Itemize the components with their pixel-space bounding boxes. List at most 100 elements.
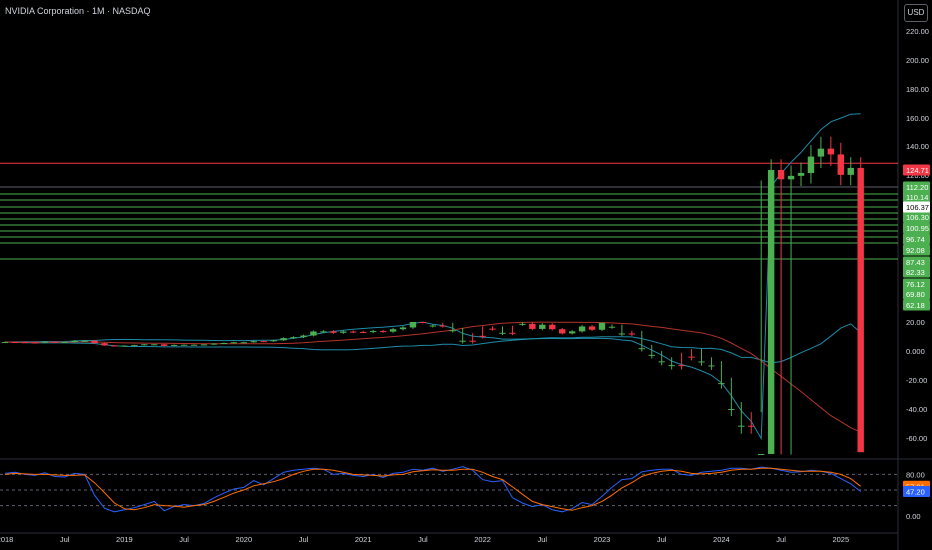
candle bbox=[190, 344, 198, 346]
resistance-label-bg bbox=[903, 164, 930, 176]
candle bbox=[151, 344, 158, 346]
candle bbox=[409, 322, 417, 328]
time-axis-label: Jul bbox=[776, 535, 786, 544]
candle bbox=[290, 337, 297, 339]
oscillator-tick-label: 80.00 bbox=[906, 470, 925, 479]
overlap-label-bg bbox=[903, 191, 930, 203]
candle bbox=[767, 169, 775, 454]
candle bbox=[270, 340, 277, 342]
time-axis-label: 2020 bbox=[235, 535, 252, 544]
support-label: 112.20 bbox=[906, 183, 928, 192]
support-label: 100.95 bbox=[906, 224, 929, 233]
time-axis-label: Jul bbox=[60, 535, 70, 544]
candle bbox=[827, 148, 835, 155]
support-label-bg bbox=[903, 244, 930, 256]
support-label-bg bbox=[903, 278, 930, 290]
candle bbox=[529, 323, 536, 329]
candle bbox=[350, 331, 357, 333]
candle bbox=[51, 341, 58, 343]
bollinger-upper bbox=[4, 113, 861, 441]
candle bbox=[111, 345, 118, 347]
candle bbox=[728, 409, 735, 411]
time-axis-label: Jul bbox=[299, 535, 309, 544]
candle bbox=[608, 326, 616, 328]
currency-button[interactable]: USD bbox=[904, 4, 928, 22]
support-label-bg bbox=[903, 256, 930, 268]
time-axis-label: 2021 bbox=[355, 535, 372, 544]
candle bbox=[718, 383, 725, 385]
candle bbox=[210, 343, 218, 345]
candle bbox=[658, 361, 665, 363]
candle bbox=[141, 344, 148, 346]
candle bbox=[708, 365, 715, 367]
candle bbox=[748, 425, 755, 427]
candle bbox=[648, 354, 655, 356]
candle bbox=[847, 167, 854, 175]
support-label-bg bbox=[903, 233, 930, 245]
price-tick-label: 140.00 bbox=[906, 142, 929, 151]
time-axis-label: 2023 bbox=[594, 535, 611, 544]
stoch-k-value-bg bbox=[903, 485, 930, 497]
candle bbox=[360, 331, 367, 333]
candle bbox=[837, 154, 844, 175]
resistance-label: 124.71 bbox=[906, 166, 929, 175]
candle bbox=[300, 335, 307, 338]
candle bbox=[489, 328, 496, 330]
candle bbox=[758, 453, 765, 455]
bollinger-lower bbox=[4, 323, 862, 364]
candle bbox=[738, 425, 745, 427]
candle bbox=[559, 329, 566, 334]
candle bbox=[220, 343, 228, 345]
oscillator-tick-label: 0.00 bbox=[906, 512, 921, 521]
candle bbox=[71, 340, 78, 343]
price-tick-label: -60.00 bbox=[906, 434, 927, 443]
price-tick-label: -40.00 bbox=[906, 405, 927, 414]
support-label-bg bbox=[903, 288, 930, 300]
current-price-label-bg bbox=[903, 201, 930, 213]
candle bbox=[807, 156, 815, 173]
price-tick-label: 220.00 bbox=[906, 27, 929, 36]
support-label-bg bbox=[903, 299, 930, 311]
candle bbox=[389, 329, 397, 332]
price-tick-label: 0.000 bbox=[906, 347, 925, 356]
overlap-label: 110.14 bbox=[906, 193, 928, 202]
current-price-label: 106.37 bbox=[906, 203, 929, 212]
candle bbox=[698, 361, 705, 363]
candle bbox=[668, 365, 675, 367]
candle bbox=[429, 325, 437, 327]
candle bbox=[240, 342, 247, 344]
candle bbox=[549, 324, 556, 330]
stoch-k-line bbox=[4, 466, 862, 513]
time-axis-label: 2019 bbox=[116, 535, 133, 544]
candle bbox=[578, 326, 586, 332]
support-label-bg bbox=[903, 181, 930, 193]
candle bbox=[568, 331, 576, 334]
support-label: 96.74 bbox=[906, 235, 925, 244]
time-axis-label: 2025 bbox=[832, 535, 849, 544]
candle bbox=[330, 331, 337, 333]
candle bbox=[519, 323, 526, 325]
candle bbox=[280, 338, 287, 341]
candle bbox=[121, 345, 128, 347]
candle bbox=[857, 167, 864, 453]
support-label: 92.08 bbox=[906, 246, 925, 255]
candle bbox=[21, 342, 29, 344]
support-label-bg bbox=[903, 222, 930, 234]
candle bbox=[449, 330, 456, 332]
candle bbox=[419, 322, 427, 323]
candle bbox=[509, 332, 516, 334]
candle bbox=[678, 365, 685, 367]
time-axis-label: 2024 bbox=[713, 535, 730, 544]
candle bbox=[469, 340, 476, 342]
candle bbox=[180, 344, 188, 346]
chart-title: NVIDIA Corporation · 1M · NASDAQ bbox=[5, 6, 151, 16]
time-axis-label: Jul bbox=[418, 535, 428, 544]
candle bbox=[310, 331, 317, 336]
support-label: 82.33 bbox=[906, 268, 925, 277]
candle bbox=[61, 342, 68, 344]
price-tick-label: 200.00 bbox=[906, 56, 929, 65]
price-tick-label: -20.00 bbox=[906, 376, 927, 385]
candle bbox=[260, 341, 267, 343]
price-tick-label: 180.00 bbox=[906, 85, 929, 94]
